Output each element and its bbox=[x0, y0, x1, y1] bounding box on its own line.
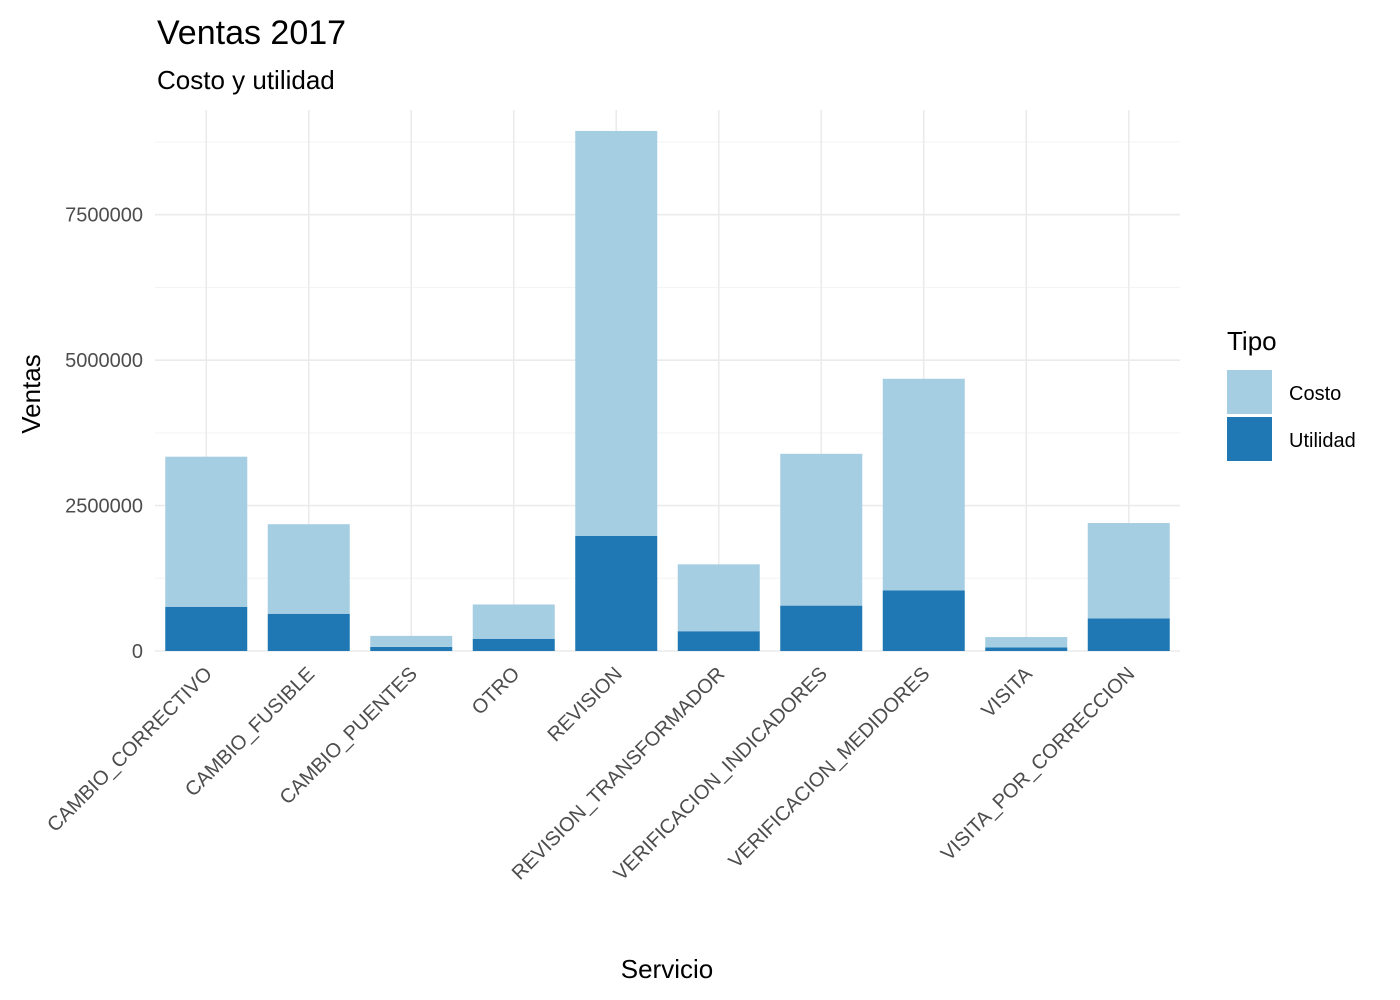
legend-label-costo: Costo bbox=[1289, 383, 1341, 405]
legend-title: Tipo bbox=[1227, 326, 1277, 356]
legend: Tipo Costo Utilidad bbox=[1227, 326, 1356, 461]
legend-key-costo bbox=[1227, 370, 1272, 414]
x-tick-label: VISITA bbox=[977, 663, 1037, 723]
bar-costo bbox=[267, 524, 350, 614]
bar-costo bbox=[370, 635, 453, 647]
y-tick-label: 7500000 bbox=[65, 205, 143, 227]
bar-utilidad bbox=[882, 590, 965, 651]
bar-utilidad bbox=[677, 631, 760, 651]
bar-costo bbox=[882, 378, 965, 591]
bar-costo bbox=[165, 456, 248, 607]
bar-costo bbox=[1087, 523, 1170, 619]
bar-costo bbox=[985, 637, 1068, 648]
bar-utilidad bbox=[780, 605, 863, 651]
bar-costo bbox=[780, 453, 863, 606]
x-tick-label: VISITA_POR_CORRECCION bbox=[937, 663, 1139, 865]
bar-utilidad bbox=[165, 606, 248, 651]
chart-title: Ventas 2017 bbox=[157, 14, 346, 52]
x-tick-label: REVISION_TRANSFORMADOR bbox=[508, 663, 729, 884]
y-tick-label: 5000000 bbox=[65, 350, 143, 372]
x-axis: CAMBIO_CORRECTIVOCAMBIO_FUSIBLECAMBIO_PU… bbox=[43, 663, 1139, 886]
legend-key-utilidad bbox=[1227, 417, 1272, 461]
bars bbox=[165, 130, 1170, 651]
bar-utilidad bbox=[575, 535, 658, 651]
bar-utilidad bbox=[267, 613, 350, 651]
x-tick-label: REVISION bbox=[544, 663, 627, 746]
x-tick-label: VERIFICACION_MEDIDORES bbox=[725, 663, 935, 873]
bar-utilidad bbox=[472, 638, 555, 651]
bar-costo bbox=[472, 604, 555, 639]
legend-label-utilidad: Utilidad bbox=[1289, 430, 1356, 452]
bar-utilidad bbox=[1087, 618, 1170, 651]
bar-utilidad bbox=[370, 646, 453, 651]
bar-utilidad bbox=[985, 647, 1068, 651]
chart-subtitle: Costo y utilidad bbox=[157, 65, 335, 95]
x-tick-label: VERIFICACION_INDICADORES bbox=[610, 663, 832, 885]
x-tick-label: CAMBIO_CORRECTIVO bbox=[43, 663, 216, 836]
y-tick-label: 2500000 bbox=[65, 496, 143, 518]
x-tick-label: OTRO bbox=[468, 663, 524, 719]
y-axis-title: Ventas bbox=[16, 354, 46, 434]
bar-costo bbox=[575, 130, 658, 536]
y-tick-label: 0 bbox=[132, 641, 143, 663]
y-axis: 0 2500000 5000000 7500000 bbox=[65, 205, 143, 663]
bar-costo bbox=[677, 564, 760, 632]
x-axis-title: Servicio bbox=[621, 954, 713, 984]
